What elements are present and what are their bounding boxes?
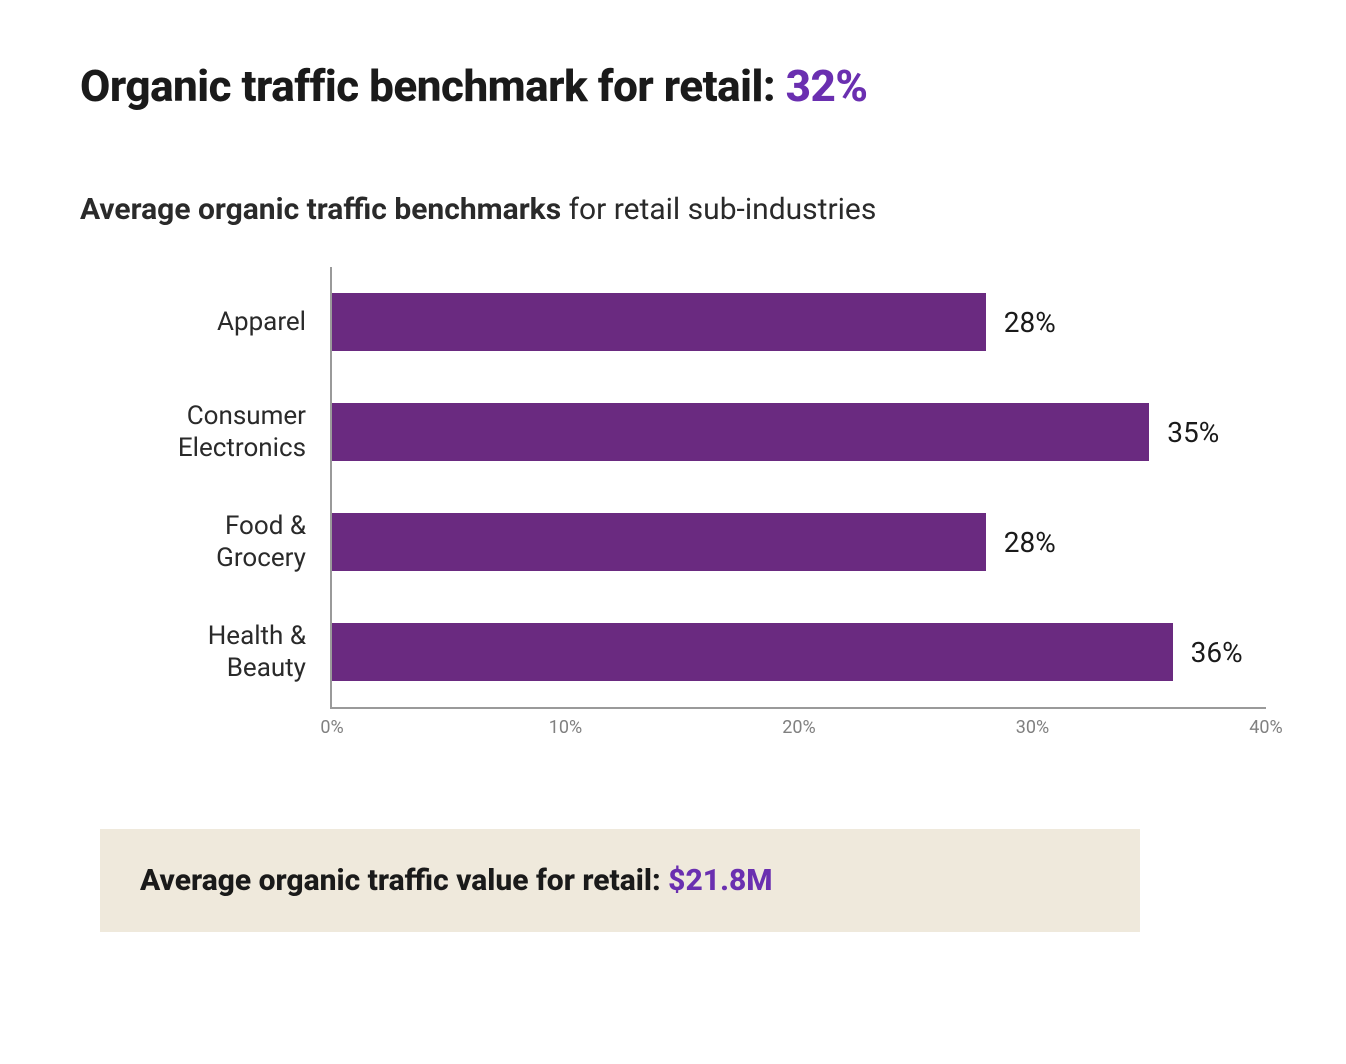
y-axis-label-line: Consumer	[187, 400, 306, 433]
y-axis-label-line: Apparel	[217, 306, 306, 339]
bar-value-label: 36%	[1191, 636, 1243, 669]
x-tick-label: 0%	[320, 717, 343, 738]
y-axis-label-line: Beauty	[227, 652, 306, 685]
bar	[332, 293, 986, 351]
bar	[332, 403, 1149, 461]
bar-value-label: 35%	[1167, 416, 1219, 449]
title-value: 32%	[786, 60, 868, 112]
y-axis-label-line: Electronics	[178, 432, 306, 465]
x-tick-label: 30%	[1016, 717, 1049, 738]
footer-callout: Average organic traffic value for retail…	[100, 829, 1140, 932]
page-title: Organic traffic benchmark for retail: 32…	[80, 60, 1266, 112]
bar-row: 36%	[332, 597, 1266, 707]
y-axis-label: Health &Beauty	[100, 597, 330, 707]
bar	[332, 513, 986, 571]
bar-row: 28%	[332, 267, 1266, 377]
x-tick-label: 10%	[549, 717, 582, 738]
bar-row: 28%	[332, 487, 1266, 597]
y-axis-labels: ApparelConsumerElectronicsFood &GroceryH…	[100, 267, 330, 709]
bar-value-label: 28%	[1004, 526, 1056, 559]
y-axis-label: Apparel	[100, 267, 330, 377]
footer-text: Average organic traffic value for retail…	[140, 863, 1100, 898]
x-tick-label: 40%	[1249, 717, 1282, 738]
y-axis-label-line: Grocery	[216, 542, 306, 575]
chart-subtitle: Average organic traffic benchmarks for r…	[80, 192, 1266, 227]
bars-container: 28% 35% 28% 36%	[332, 267, 1266, 707]
footer-prefix: Average organic traffic value for retail…	[140, 863, 668, 898]
y-axis-label: ConsumerElectronics	[100, 377, 330, 487]
benchmark-chart: ApparelConsumerElectronicsFood &GroceryH…	[100, 267, 1266, 709]
y-axis-label: Food &Grocery	[100, 487, 330, 597]
y-axis-label-line: Health &	[208, 620, 306, 653]
bar-value-label: 28%	[1004, 306, 1056, 339]
bar-row: 35%	[332, 377, 1266, 487]
title-prefix: Organic traffic benchmark for retail:	[80, 60, 786, 112]
subtitle-bold: Average organic traffic benchmarks	[80, 192, 561, 227]
x-tick-label: 20%	[782, 717, 815, 738]
y-axis-label-line: Food &	[225, 510, 306, 543]
x-axis-ticks: 0%10%20%30%40%	[332, 717, 1266, 741]
bar	[332, 623, 1173, 681]
subtitle-rest: for retail sub-industries	[561, 192, 876, 227]
footer-value: $21.8M	[668, 863, 772, 898]
plot-area: 28%35%28%36% 0%10%20%30%40%	[330, 267, 1266, 709]
